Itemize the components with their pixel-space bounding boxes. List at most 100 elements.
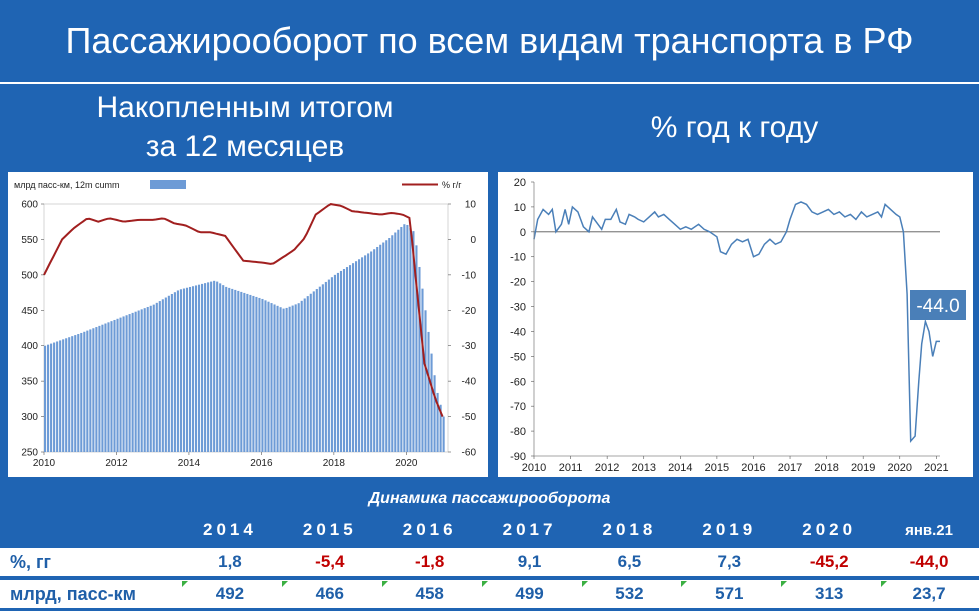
y-tick-label: -10 <box>510 252 526 264</box>
bar <box>361 257 364 452</box>
table-header-row: 2014 2015 2016 2017 2018 2019 2020 янв.2… <box>0 516 979 544</box>
bar <box>267 301 270 452</box>
bar <box>336 272 340 452</box>
bar <box>101 324 104 452</box>
bar <box>152 304 155 452</box>
bar <box>285 307 288 452</box>
bar <box>62 339 65 452</box>
x-tick-label: 2017 <box>778 462 802 474</box>
bar <box>210 281 213 452</box>
bar <box>44 345 47 452</box>
bn-cell: 532 <box>580 580 680 608</box>
error-marker-icon <box>281 581 288 587</box>
bar <box>182 288 186 452</box>
bar <box>333 274 336 452</box>
bar <box>143 308 146 452</box>
year-2015: 2015 <box>302 520 357 539</box>
year-2017: 2017 <box>502 520 557 539</box>
y-tick-label: -40 <box>510 326 526 338</box>
x-tick-label: 2019 <box>851 462 875 474</box>
bar <box>77 334 80 452</box>
bar <box>204 283 207 452</box>
bar <box>318 286 321 452</box>
x-tick-label: 2015 <box>705 462 729 474</box>
bar <box>185 287 189 452</box>
bar <box>170 293 173 452</box>
bar <box>137 310 140 452</box>
bar <box>388 238 391 452</box>
bar <box>403 224 406 452</box>
x-tick-label: 2013 <box>631 462 655 474</box>
x-tick-label: 2020 <box>395 458 418 469</box>
error-marker-icon <box>581 581 588 587</box>
x-tick-label: 2010 <box>33 458 56 469</box>
y-left-tick-label: 550 <box>21 235 38 246</box>
bar <box>327 279 330 452</box>
left-subtitle-line-1: Накопленным итогом <box>96 91 394 124</box>
bar <box>348 265 352 452</box>
bar <box>370 251 373 452</box>
year-2014: 2014 <box>203 520 257 539</box>
bar <box>282 308 285 452</box>
pct-cell: 6,5 <box>617 552 642 571</box>
bar <box>246 293 249 452</box>
bar <box>345 267 349 452</box>
bar <box>382 242 385 452</box>
legend-bars-label: млрд пасс-км, 12m cumm <box>14 180 120 190</box>
bar <box>300 300 303 452</box>
bar <box>288 306 291 452</box>
pct-cell: -44,0 <box>909 552 949 571</box>
bar <box>355 261 358 452</box>
bar <box>342 269 346 452</box>
bar <box>83 331 86 452</box>
bar <box>385 240 388 452</box>
bar <box>303 298 306 452</box>
bar <box>400 226 403 452</box>
bar <box>104 323 107 452</box>
header-spacer <box>0 516 180 544</box>
bar <box>110 321 113 452</box>
table-row-bn: млрд, пасс-км 492 466 458 499 532 571 31… <box>0 578 979 608</box>
bar <box>315 289 318 452</box>
bar <box>430 353 433 452</box>
cumulative-chart-panel: 600 550 500 450 400 350 300 250 10 0 -10 -20 -30 -40 -… <box>8 172 488 477</box>
y-tick-label: 10 <box>514 202 526 214</box>
y-left-tick-label: 350 <box>21 377 38 388</box>
bar <box>255 296 258 452</box>
bar <box>119 317 122 452</box>
bar <box>306 296 309 452</box>
y-tick-label: -20 <box>510 277 526 289</box>
dynamics-table: Динамика пассажирооборота 2014 2015 2016… <box>0 482 979 611</box>
bar <box>173 292 176 452</box>
pct-row-label: %, гг <box>10 551 52 572</box>
bar <box>68 337 71 452</box>
x-tick-label: 2018 <box>814 462 838 474</box>
y-tick-label: -90 <box>510 451 526 463</box>
bar <box>418 266 421 452</box>
bar <box>252 295 255 452</box>
bar <box>155 302 158 452</box>
bar <box>234 289 237 452</box>
bar <box>194 285 198 452</box>
y-right-tick-label: 0 <box>470 235 476 246</box>
bar <box>270 303 273 452</box>
bar <box>351 263 355 452</box>
bn-cell: 492 <box>180 580 280 608</box>
bar <box>213 280 216 452</box>
bar <box>140 309 143 452</box>
left-subtitle: Накопленным итогом за 12 месяцев <box>0 84 490 170</box>
bar <box>89 329 92 452</box>
y-right-tick-label: -60 <box>462 448 477 459</box>
bar <box>222 285 225 452</box>
bar <box>279 307 282 452</box>
bar <box>264 300 267 452</box>
bar <box>231 288 234 452</box>
y-left-tick-label: 450 <box>21 306 38 317</box>
bar <box>188 286 192 452</box>
pct-cell: 7,3 <box>717 552 742 571</box>
x-tick-label: 2016 <box>741 462 765 474</box>
bar <box>197 284 201 452</box>
pct-cell: 1,8 <box>218 552 242 571</box>
bn-cell: 23,7 <box>879 580 979 608</box>
bar <box>56 341 59 452</box>
